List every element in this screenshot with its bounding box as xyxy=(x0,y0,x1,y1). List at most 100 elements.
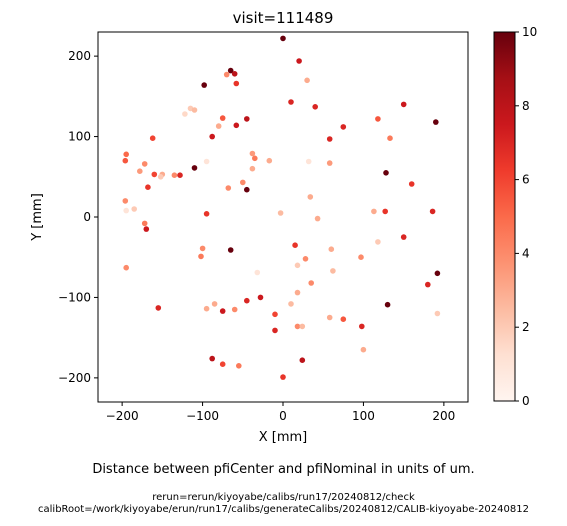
data-point xyxy=(312,104,319,110)
data-point xyxy=(209,355,215,362)
data-point xyxy=(249,165,256,172)
data-point xyxy=(305,158,312,165)
y-tick-label: 0 xyxy=(83,210,91,224)
y-axis-ticks: −200 −100 0 100 200 xyxy=(58,49,98,385)
data-point xyxy=(157,174,164,180)
plot-frame xyxy=(97,31,469,403)
data-point xyxy=(257,294,264,301)
data-point xyxy=(304,77,310,84)
data-point xyxy=(425,281,431,288)
data-point xyxy=(198,253,204,260)
y-tick-label: 200 xyxy=(68,49,91,63)
data-point xyxy=(227,67,234,74)
data-point xyxy=(141,220,148,227)
data-point xyxy=(272,327,278,334)
data-point xyxy=(326,136,333,142)
data-point xyxy=(225,185,232,191)
data-point xyxy=(231,306,238,313)
data-point xyxy=(203,305,210,312)
data-point xyxy=(272,311,278,318)
data-point xyxy=(296,58,302,64)
colorbar xyxy=(493,31,516,402)
data-point xyxy=(219,308,226,314)
data-point xyxy=(280,374,286,380)
data-point xyxy=(209,133,215,140)
data-point xyxy=(143,226,150,232)
data-point xyxy=(359,323,365,330)
data-point xyxy=(231,71,238,77)
data-point xyxy=(375,116,381,122)
data-point xyxy=(223,71,230,78)
colorbar-tick-label: 2 xyxy=(522,320,530,334)
data-point xyxy=(326,314,333,321)
data-point xyxy=(294,289,301,296)
data-point xyxy=(314,215,321,222)
chart-title: visit=111489 xyxy=(233,9,334,27)
data-point xyxy=(384,301,391,308)
data-point xyxy=(308,280,315,286)
data-point xyxy=(219,361,226,368)
data-point xyxy=(292,242,298,248)
data-point xyxy=(244,297,250,304)
data-point xyxy=(177,172,183,178)
colorbar-tick-label: 4 xyxy=(522,246,530,260)
data-point xyxy=(302,255,309,262)
data-point xyxy=(434,310,441,317)
data-point xyxy=(360,346,367,353)
data-point xyxy=(233,122,240,129)
x-tick-label: 200 xyxy=(432,409,455,423)
data-point xyxy=(123,151,129,158)
data-point xyxy=(211,301,218,307)
data-point xyxy=(307,194,314,200)
data-point xyxy=(254,269,261,276)
data-point xyxy=(244,186,250,193)
data-point xyxy=(182,111,188,117)
data-point xyxy=(171,172,178,178)
data-point xyxy=(266,157,273,164)
data-point xyxy=(131,206,137,212)
colorbar-tick-label: 10 xyxy=(522,25,537,39)
data-point xyxy=(387,135,393,141)
y-tick-label: −100 xyxy=(58,290,91,304)
data-point xyxy=(400,234,407,240)
x-axis-ticks: −200 −100 0 100 200 xyxy=(106,402,455,423)
data-point xyxy=(122,198,129,204)
data-point xyxy=(227,247,234,253)
data-point xyxy=(299,323,306,330)
data-point xyxy=(249,150,256,157)
data-point xyxy=(201,82,207,88)
data-point xyxy=(358,254,364,260)
data-point xyxy=(294,262,301,269)
data-point xyxy=(252,155,258,162)
data-point xyxy=(219,115,226,121)
data-point xyxy=(382,208,389,215)
data-point xyxy=(145,184,151,190)
data-point xyxy=(375,239,381,245)
data-point xyxy=(203,211,210,217)
data-point xyxy=(277,210,284,216)
data-point xyxy=(155,305,162,311)
data-point xyxy=(123,264,129,271)
data-point xyxy=(433,119,439,125)
data-point xyxy=(328,246,335,252)
data-point xyxy=(244,116,250,122)
data-point xyxy=(288,99,294,105)
data-point xyxy=(191,165,198,171)
data-point xyxy=(236,363,242,369)
data-point xyxy=(203,158,210,165)
data-point xyxy=(240,179,246,186)
colorbar-tick-label: 0 xyxy=(522,394,530,408)
data-point xyxy=(233,80,240,87)
data-point xyxy=(191,107,198,113)
data-point xyxy=(340,124,347,130)
data-point xyxy=(215,123,222,129)
data-point xyxy=(294,323,301,330)
x-tick-label: −200 xyxy=(106,409,139,423)
data-point xyxy=(122,157,129,164)
data-point xyxy=(149,135,156,141)
data-point xyxy=(137,168,143,174)
colorbar-tick-label: 6 xyxy=(522,173,530,187)
x-tick-label: 100 xyxy=(352,409,375,423)
figure-caption: Distance between pfiCenter and pfiNomina… xyxy=(92,462,475,477)
data-point xyxy=(280,35,286,42)
